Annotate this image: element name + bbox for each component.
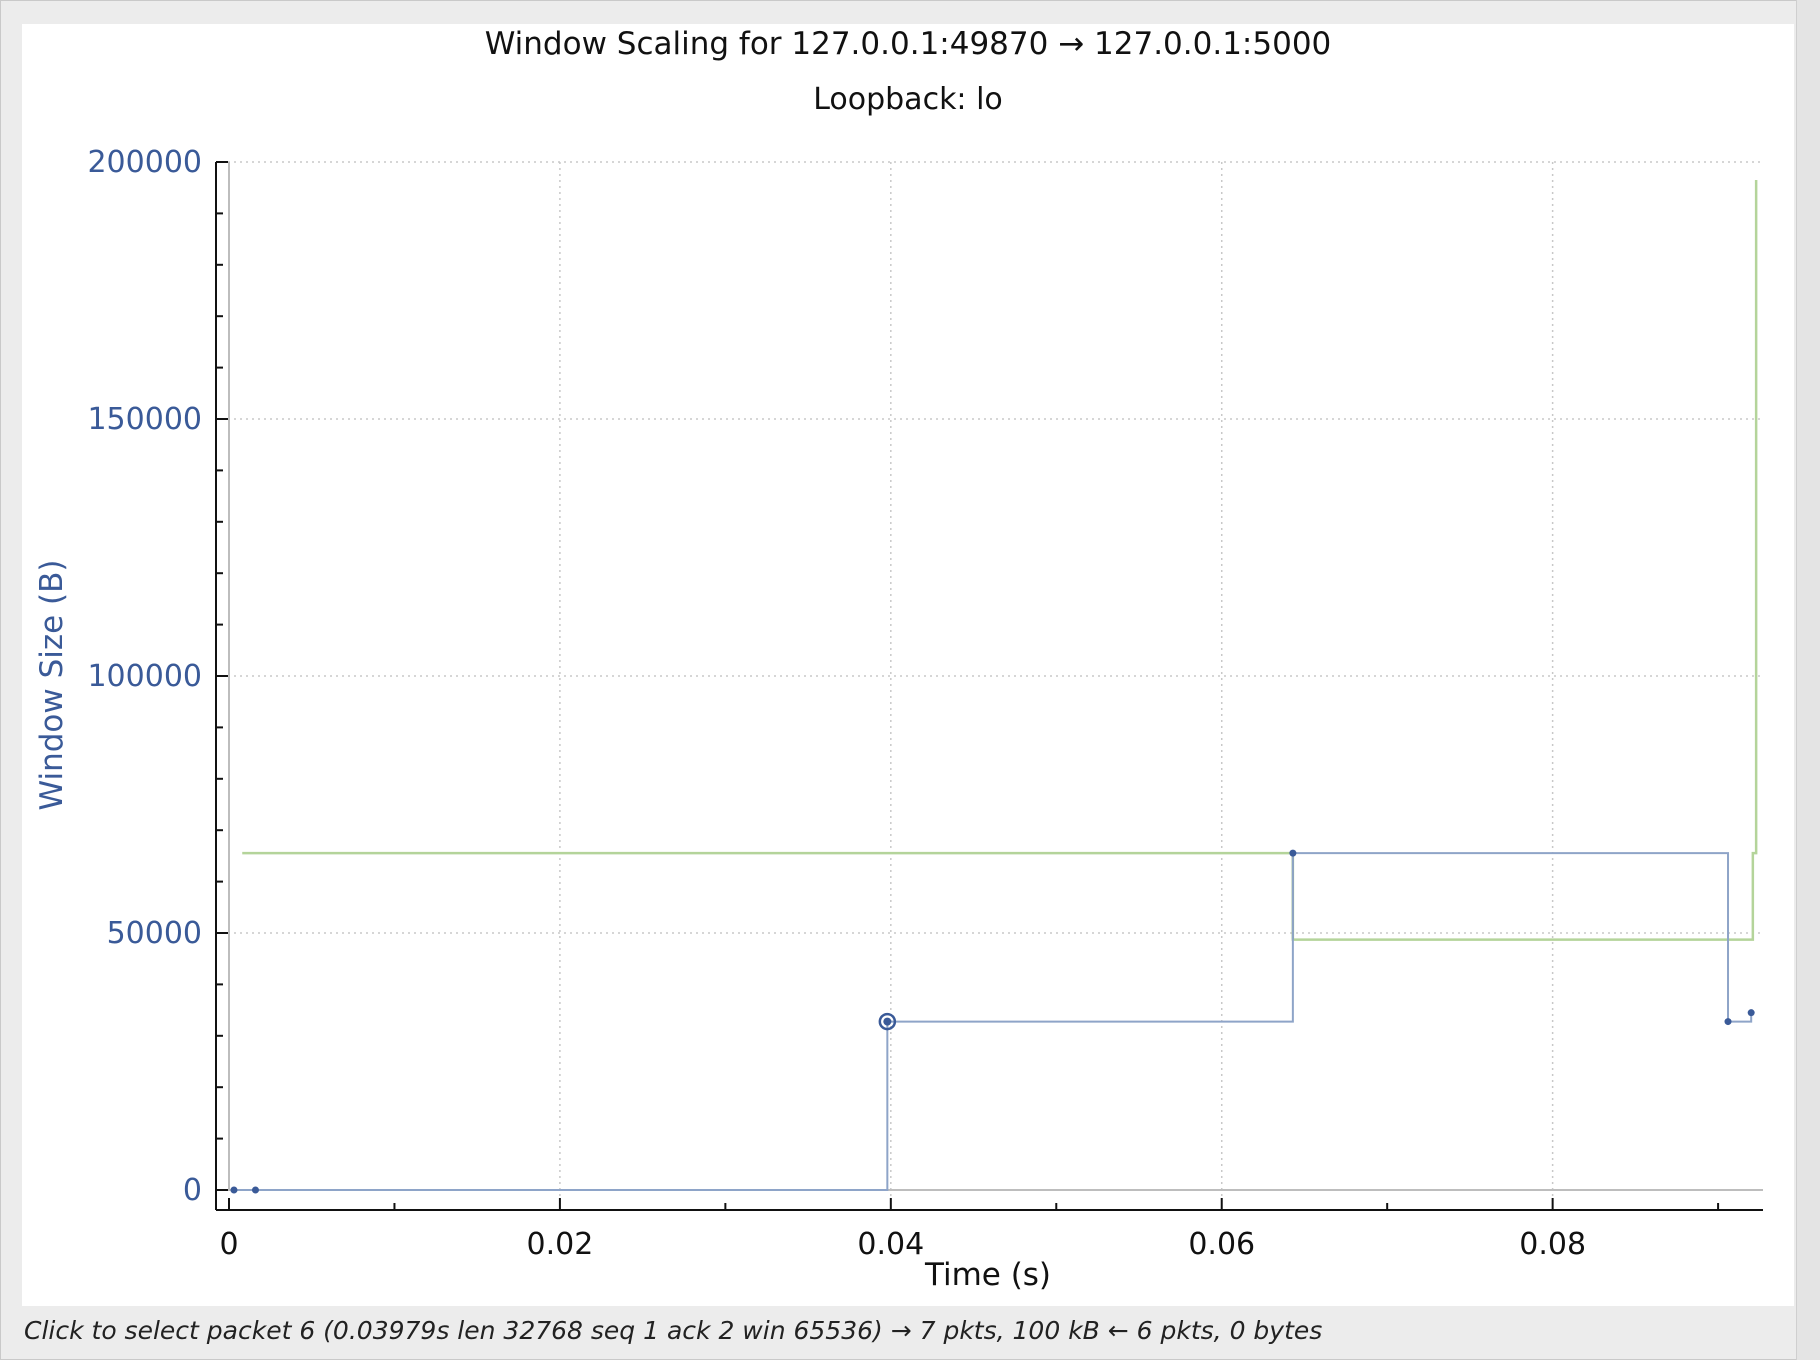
bytes-in-flight-line <box>233 852 1753 1191</box>
selected-packet-ring <box>878 1012 897 1031</box>
x-axis-title: Time (s) <box>924 1257 1051 1293</box>
chart-title: Window Scaling for 127.0.0.1:49870 → 127… <box>484 26 1332 62</box>
y-tick-label: 150000 <box>87 402 202 437</box>
status-bar-text: Click to select packet 6 (0.03979s len 3… <box>24 1316 1323 1345</box>
data-point-marker <box>1747 1009 1755 1017</box>
right-edge-strip <box>1796 0 1820 1360</box>
receive-window-line <box>242 179 1758 941</box>
y-tick-label: 50000 <box>107 916 202 951</box>
x-tick-label: 0.06 <box>1188 1227 1255 1262</box>
x-tick-label: 0.04 <box>857 1227 924 1262</box>
x-tick-label: 0.02 <box>527 1227 594 1262</box>
data-point-marker <box>1724 1018 1732 1026</box>
selected-packet-dot <box>883 1017 892 1026</box>
x-tick-label: 0.08 <box>1519 1227 1586 1262</box>
y-tick-label: 0 <box>183 1173 202 1208</box>
window-scaling-chart[interactable]: 0 50000 100000 150000 200000 0 0.02 0.04 0.06 0.0… <box>0 0 1820 1310</box>
data-point-marker <box>1289 849 1297 857</box>
y-tick-label: 200000 <box>87 145 202 180</box>
chart-subtitle: Loopback: lo <box>813 82 1003 117</box>
grid-layer <box>216 161 1763 1210</box>
data-point-marker <box>251 1186 259 1194</box>
y-tick-label: 100000 <box>87 659 202 694</box>
marker-layer <box>230 849 1755 1194</box>
series-layer <box>233 179 1758 1191</box>
y-axis-title: Window Size (B) <box>34 559 70 810</box>
x-tick-label: 0 <box>219 1227 238 1262</box>
plot-panel[interactable] <box>22 24 1794 1306</box>
axes-layer: 0 50000 100000 150000 200000 0 0.02 0.04 0.06 0.0… <box>87 145 1763 1262</box>
data-point-marker <box>230 1186 238 1194</box>
